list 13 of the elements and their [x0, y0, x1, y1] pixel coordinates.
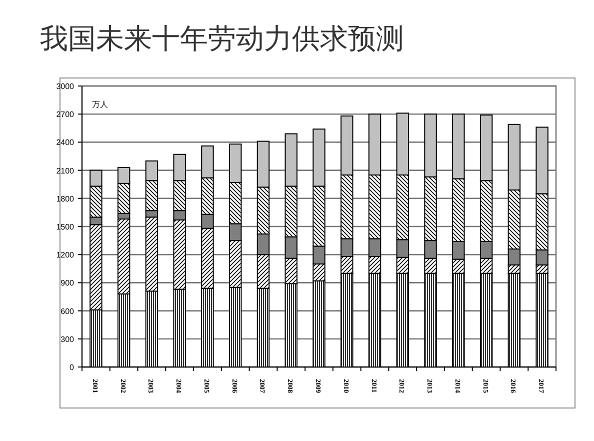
y-tick-label: 1200	[56, 250, 75, 260]
y-tick-label: 1500	[56, 222, 75, 232]
y-tick-label: 1800	[56, 194, 75, 204]
y-tick-label: 3000	[56, 82, 75, 91]
y-tick-label: 300	[60, 334, 75, 344]
chart-title: 我国未来十年劳动力供求预测	[40, 22, 404, 55]
y-tick-label: 600	[60, 306, 75, 316]
annotation: 万人	[92, 100, 108, 109]
y-tick-label: 2700	[56, 110, 75, 120]
y-tick-label: 2400	[56, 138, 75, 148]
y-tick-label: 2100	[56, 166, 75, 176]
y-tick-label: 0	[70, 363, 75, 372]
y-tick-label: 900	[60, 278, 75, 288]
